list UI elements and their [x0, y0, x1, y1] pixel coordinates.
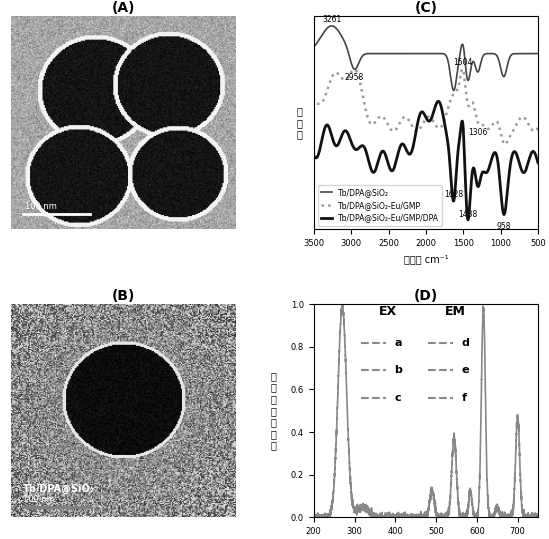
Tb/DPA@SiO₂-Eu/GMP	[535, 125, 541, 131]
Text: 1628: 1628	[444, 190, 463, 199]
Text: b: b	[395, 365, 402, 375]
Tb/DPA@SiO₂-Eu/GMP	[459, 66, 466, 72]
Tb/DPA@SiO₂-Eu/GMP/DPA	[449, 188, 455, 195]
Line: Tb/DPA@SiO₂-Eu/GMP: Tb/DPA@SiO₂-Eu/GMP	[313, 69, 538, 144]
Text: EM: EM	[445, 305, 466, 318]
Tb/DPA@SiO₂-Eu/GMP/DPA	[439, 108, 446, 114]
Text: 1504: 1504	[453, 58, 473, 67]
Tb/DPA@SiO₂-Eu/GMP	[339, 75, 345, 81]
Text: f: f	[462, 393, 467, 403]
Tb/DPA@SiO₂	[310, 44, 317, 50]
Tb/DPA@SiO₂	[315, 38, 321, 45]
Title: (B): (B)	[111, 289, 135, 303]
Y-axis label: 透
射
率: 透 射 率	[297, 106, 302, 140]
Tb/DPA@SiO₂-Eu/GMP/DPA	[535, 160, 541, 166]
Tb/DPA@SiO₂-Eu/GMP/DPA	[465, 217, 472, 223]
Tb/DPA@SiO₂	[328, 23, 335, 29]
Tb/DPA@SiO₂-Eu/GMP/DPA	[496, 169, 502, 176]
Text: 100 nm: 100 nm	[23, 495, 55, 504]
Tb/DPA@SiO₂-Eu/GMP	[439, 122, 445, 129]
Y-axis label: 归
一
化
荧
光
强
度: 归 一 化 荧 光 强 度	[271, 371, 277, 451]
Text: EX: EX	[379, 305, 397, 318]
Title: (A): (A)	[111, 1, 135, 15]
Text: 1438: 1438	[458, 211, 478, 219]
Text: 2958: 2958	[345, 73, 364, 82]
Text: 100 nm: 100 nm	[25, 202, 57, 211]
Tb/DPA@SiO₂	[450, 87, 457, 94]
Tb/DPA@SiO₂-Eu/GMP	[496, 123, 502, 129]
Tb/DPA@SiO₂	[439, 50, 446, 57]
Tb/DPA@SiO₂-Eu/GMP/DPA	[339, 132, 345, 138]
Tb/DPA@SiO₂-Eu/GMP	[315, 100, 321, 107]
Tb/DPA@SiO₂	[535, 50, 541, 57]
Title: (D): (D)	[414, 289, 438, 303]
Text: Tb/DPA@SiO₂: Tb/DPA@SiO₂	[23, 483, 95, 494]
Tb/DPA@SiO₂-Eu/GMP	[310, 100, 317, 106]
Text: d: d	[462, 337, 469, 348]
Tb/DPA@SiO₂	[496, 58, 502, 65]
Line: Tb/DPA@SiO₂: Tb/DPA@SiO₂	[313, 26, 538, 91]
Text: 1306: 1306	[468, 128, 488, 137]
X-axis label: 波数／ cm⁻¹: 波数／ cm⁻¹	[404, 254, 448, 264]
Legend: Tb/DPA@SiO₂, Tb/DPA@SiO₂-Eu/GMP, Tb/DPA@SiO₂-Eu/GMP/DPA: Tb/DPA@SiO₂, Tb/DPA@SiO₂-Eu/GMP, Tb/DPA@…	[317, 185, 442, 226]
Line: Tb/DPA@SiO₂-Eu/GMP/DPA: Tb/DPA@SiO₂-Eu/GMP/DPA	[313, 101, 538, 220]
Tb/DPA@SiO₂-Eu/GMP	[509, 129, 516, 135]
Title: (C): (C)	[414, 1, 438, 15]
Tb/DPA@SiO₂-Eu/GMP/DPA	[310, 152, 317, 158]
Tb/DPA@SiO₂-Eu/GMP	[449, 94, 455, 100]
Text: 3261: 3261	[322, 15, 341, 24]
Tb/DPA@SiO₂	[449, 82, 455, 88]
Tb/DPA@SiO₂	[339, 34, 345, 40]
Tb/DPA@SiO₂-Eu/GMP/DPA	[509, 151, 516, 158]
Text: e: e	[462, 365, 469, 375]
Text: c: c	[395, 393, 401, 403]
Text: a: a	[395, 337, 402, 348]
Tb/DPA@SiO₂-Eu/GMP/DPA	[315, 152, 321, 158]
Tb/DPA@SiO₂-Eu/GMP/DPA	[435, 98, 441, 105]
Tb/DPA@SiO₂-Eu/GMP	[502, 141, 508, 148]
Tb/DPA@SiO₂	[509, 51, 516, 57]
Text: 958: 958	[496, 223, 511, 231]
